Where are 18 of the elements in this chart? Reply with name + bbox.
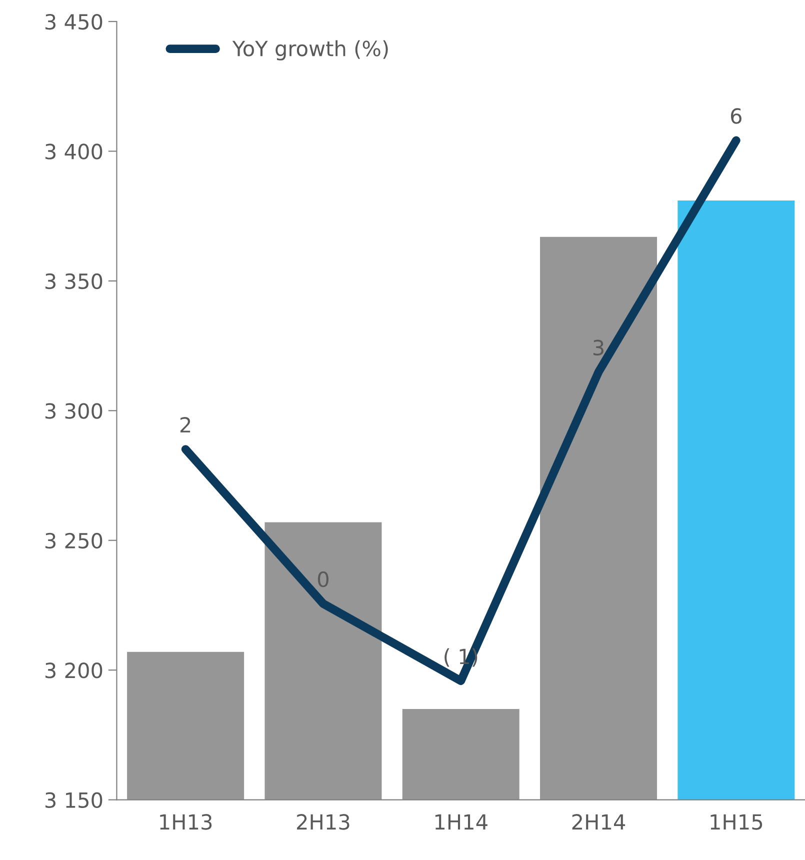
x-tick-label: 1H15 bbox=[710, 814, 762, 830]
x-tick-label: 1H14 bbox=[435, 814, 488, 830]
y-tick-label: 3 450 bbox=[45, 14, 102, 30]
legend-label: YoY growth (%) bbox=[232, 40, 388, 60]
data-label: 0 bbox=[318, 571, 328, 588]
x-tick-label: 2H13 bbox=[297, 814, 350, 830]
data-label: 3 bbox=[593, 340, 604, 356]
y-tick-label: 3 250 bbox=[45, 532, 102, 549]
data-label: 2 bbox=[180, 416, 190, 432]
y-tick-label: 3 400 bbox=[45, 144, 102, 160]
y-tick-label: 3 350 bbox=[45, 273, 102, 290]
data-label: 6 bbox=[731, 108, 742, 124]
y-tick-label: 3 300 bbox=[45, 403, 102, 419]
x-tick-label: 2H14 bbox=[572, 814, 626, 830]
data-label: ( 1) bbox=[444, 648, 478, 667]
y-tick-label: 3 150 bbox=[45, 792, 102, 808]
y-tick-label: 3 200 bbox=[45, 662, 102, 678]
x-tick-label: 1H13 bbox=[160, 814, 212, 830]
